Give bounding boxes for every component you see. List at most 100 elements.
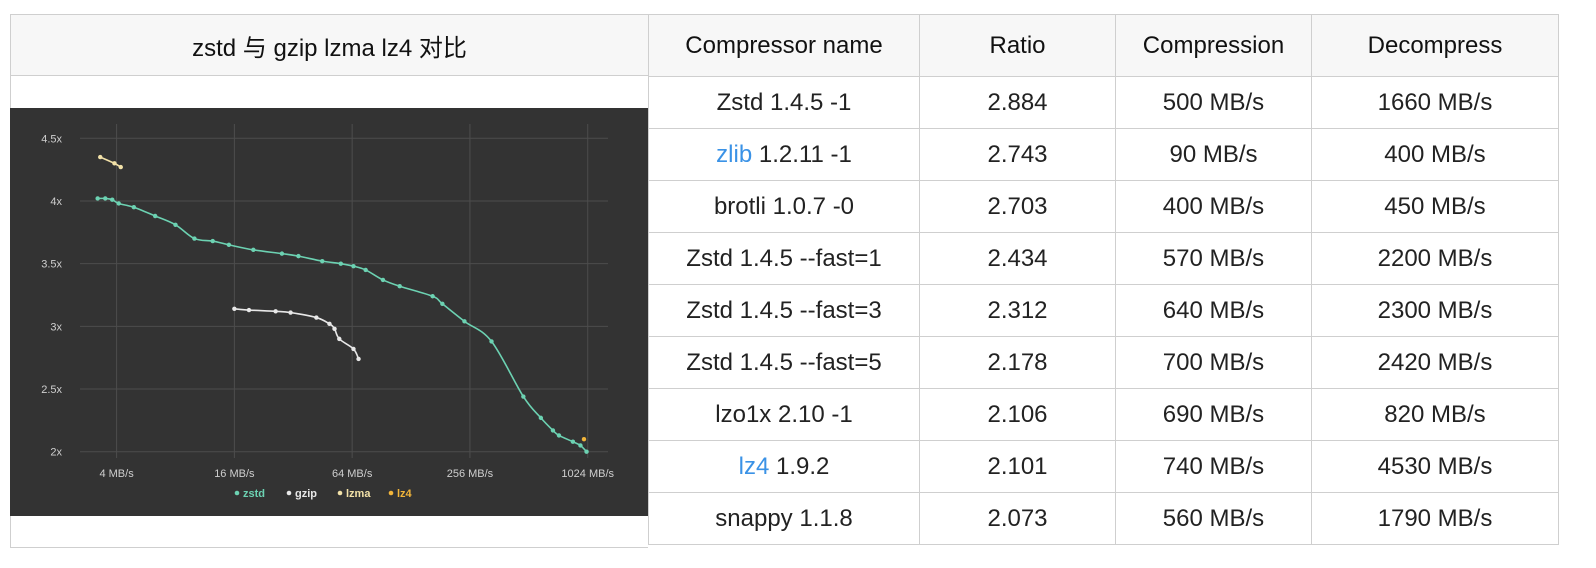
table-row: Zstd 1.4.5 --fast=5 2.178 700 MB/s 2420 MB/…	[648, 336, 1559, 389]
compressor-version: lzo1x 2.10 -1	[715, 400, 853, 428]
cell-compressor-name: lzo1x 2.10 -1	[648, 388, 920, 441]
data-point-lzma	[118, 164, 123, 170]
cell-decompress: 2300 MB/s	[1311, 284, 1559, 337]
compressor-link[interactable]: lz4	[738, 452, 770, 480]
comparison-table: Compressor name Ratio Compression Decomp…	[648, 14, 1559, 545]
data-point-gzip	[337, 336, 342, 342]
legend-marker-lzma	[337, 490, 343, 496]
cell-ratio: 2.312	[919, 284, 1116, 337]
cell-compressor-name: Zstd 1.4.5 --fast=3	[648, 284, 920, 337]
cell-compressor-name: Zstd 1.4.5 --fast=1	[648, 232, 920, 285]
data-point-zstd	[192, 236, 197, 241]
data-point-lz4	[581, 436, 587, 442]
header-decompress: Decompress	[1311, 14, 1559, 77]
data-point-gzip	[351, 346, 356, 352]
table-row: Zstd 1.4.5 --fast=3 2.312 640 MB/s 2300 MB/…	[648, 284, 1559, 337]
series-line-gzip	[234, 307, 360, 360]
compressor-link[interactable]: zlib	[716, 140, 753, 168]
data-point-zstd	[131, 205, 137, 210]
cell-decompress: 4530 MB/s	[1311, 440, 1559, 493]
data-point-zstd	[95, 196, 100, 201]
data-point-lzma	[112, 161, 117, 166]
data-point-zstd	[351, 263, 356, 269]
cell-compressor-name: Zstd 1.4.5 --fast=5	[648, 336, 920, 389]
data-point-zstd	[363, 267, 368, 273]
x-tick-label: 256 MB/s	[447, 468, 494, 480]
data-point-zstd	[430, 294, 435, 299]
compressor-version: Zstd 1.4.5 --fast=5	[686, 348, 882, 376]
table-header-row: Compressor name Ratio Compression Decomp…	[648, 14, 1559, 77]
cell-compressor-name: snappy 1.1.8	[648, 492, 920, 545]
cell-ratio: 2.106	[919, 388, 1116, 441]
cell-decompress: 450 MB/s	[1311, 180, 1559, 233]
data-point-gzip	[246, 307, 252, 313]
data-point-lzma	[98, 154, 103, 160]
legend-label-zstd: zstd	[243, 488, 265, 500]
data-point-zstd	[116, 201, 121, 206]
header-compressor-name: Compressor name	[648, 14, 920, 77]
cell-ratio: 2.434	[919, 232, 1116, 285]
cell-compression: 90 MB/s	[1115, 128, 1312, 181]
y-tick-label: 3.5x	[41, 259, 62, 271]
cell-compression: 690 MB/s	[1115, 388, 1312, 441]
table-row: Zstd 1.4.5 -1 2.884 500 MB/s 1660 MB/s	[648, 76, 1559, 129]
legend-label-lz4: lz4	[397, 488, 413, 500]
data-point-zstd	[152, 213, 158, 219]
data-point-zstd	[584, 449, 589, 454]
data-point-zstd	[440, 301, 445, 306]
data-point-gzip	[327, 321, 332, 327]
cell-compressor-name: zlib 1.2.11 -1	[648, 128, 920, 181]
data-point-zstd	[380, 277, 386, 283]
data-point-zstd	[462, 319, 467, 324]
cell-compression: 570 MB/s	[1115, 232, 1312, 285]
data-point-gzip	[314, 315, 319, 320]
table-row: Zstd 1.4.5 --fast=1 2.434 570 MB/s 2200 MB/…	[648, 232, 1559, 285]
data-point-zstd	[279, 251, 285, 256]
cell-decompress: 1660 MB/s	[1311, 76, 1559, 129]
x-tick-label: 64 MB/s	[332, 468, 373, 480]
data-point-zstd	[556, 433, 562, 438]
legend-marker-zstd	[234, 490, 240, 496]
left-spacer	[10, 76, 648, 108]
chart-svg: 2x 2.5x 3x 3.5x 4x 4.5x 4 MB/s 16 MB/s 64 MB/s 25…	[41, 124, 615, 500]
data-point-zstd	[570, 439, 576, 444]
cell-ratio: 2.101	[919, 440, 1116, 493]
series-lines	[95, 154, 589, 454]
data-point-zstd	[338, 261, 344, 266]
compressor-version: Zstd 1.4.5 --fast=3	[686, 296, 882, 324]
data-point-gzip	[232, 306, 237, 311]
series-line-zstd	[97, 197, 588, 453]
cell-compression: 740 MB/s	[1115, 440, 1312, 493]
header-ratio: Ratio	[919, 14, 1116, 77]
data-point-zstd	[521, 394, 526, 399]
cell-decompress: 2420 MB/s	[1311, 336, 1559, 389]
cell-compression: 500 MB/s	[1115, 76, 1312, 129]
compressor-version: Zstd 1.4.5 -1	[716, 88, 852, 116]
cell-compression: 640 MB/s	[1115, 284, 1312, 337]
data-point-zstd	[251, 247, 256, 253]
y-tick-label: 4.5x	[41, 133, 62, 145]
cell-compression: 560 MB/s	[1115, 492, 1312, 545]
cell-ratio: 2.073	[919, 492, 1116, 545]
data-point-zstd	[320, 258, 325, 264]
data-point-gzip	[288, 310, 293, 315]
data-point-zstd	[538, 415, 544, 421]
cell-ratio: 2.703	[919, 180, 1116, 233]
data-point-zstd	[173, 222, 178, 227]
header-compression: Compression	[1115, 14, 1312, 77]
data-point-zstd	[296, 253, 301, 259]
data-point-gzip	[356, 356, 361, 362]
compression-chart: 2x 2.5x 3x 3.5x 4x 4.5x 4 MB/s 16 MB/s 64 MB/s 25…	[10, 108, 648, 516]
compressor-version: 1.9.2	[769, 452, 830, 480]
y-tick-label: 2.5x	[41, 384, 62, 396]
table-row: brotli 1.0.7 -0 2.703 400 MB/s 450 MB/s	[648, 180, 1559, 233]
left-title: zstd 与 gzip lzma lz4 对比	[10, 14, 648, 76]
table-row: snappy 1.1.8 2.073 560 MB/s 1790 MB/s	[648, 492, 1559, 545]
cell-ratio: 2.178	[919, 336, 1116, 389]
data-point-zstd	[110, 197, 115, 202]
table-row: zlib 1.2.11 -1 2.743 90 MB/s 400 MB/s	[648, 128, 1559, 181]
legend-marker-lz4	[388, 490, 394, 496]
cell-decompress: 820 MB/s	[1311, 388, 1559, 441]
legend: zstd gzip lzma lz4	[234, 488, 413, 500]
cell-compression: 700 MB/s	[1115, 336, 1312, 389]
